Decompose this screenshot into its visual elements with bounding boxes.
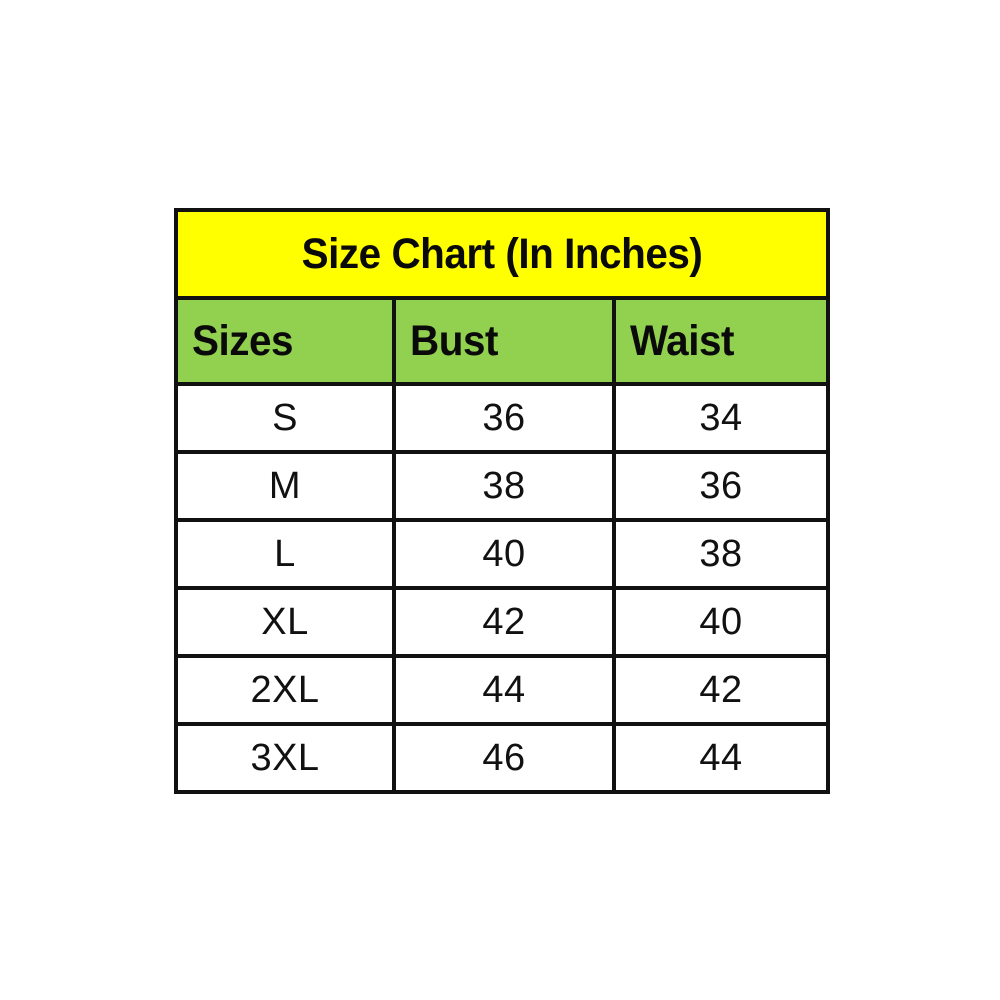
cell-waist: 42 — [614, 656, 829, 726]
cell-bust: 42 — [394, 588, 616, 658]
cell-waist: 40 — [614, 588, 829, 658]
cell-bust: 40 — [394, 520, 616, 590]
column-header-sizes: Sizes — [176, 298, 396, 386]
table-row: L 40 38 — [176, 520, 829, 590]
table-title-cell: Size Chart (In Inches) — [176, 210, 829, 300]
size-chart-table: Size Chart (In Inches) Sizes Bust Waist … — [174, 208, 831, 794]
cell-waist: 38 — [614, 520, 829, 590]
table-header-row: Sizes Bust Waist — [176, 298, 829, 386]
column-header-sizes-label: Sizes — [192, 316, 294, 365]
table-row: 3XL 46 44 — [176, 724, 829, 792]
cell-waist: 36 — [614, 452, 829, 522]
column-header-waist: Waist — [614, 298, 829, 386]
cell-size: S — [176, 384, 396, 454]
cell-size: L — [176, 520, 396, 590]
table-row: XL 42 40 — [176, 588, 829, 658]
table-title-row: Size Chart (In Inches) — [176, 210, 829, 300]
table-row: M 38 36 — [176, 452, 829, 522]
cell-size: 2XL — [176, 656, 396, 726]
cell-bust: 38 — [394, 452, 616, 522]
table-row: S 36 34 — [176, 384, 829, 454]
cell-size: XL — [176, 588, 396, 658]
column-header-bust-label: Bust — [410, 316, 498, 365]
table-row: 2XL 44 42 — [176, 656, 829, 726]
cell-bust: 36 — [394, 384, 616, 454]
page-title: Size Chart (In Inches) — [301, 229, 703, 278]
cell-bust: 46 — [394, 724, 616, 792]
cell-size: M — [176, 452, 396, 522]
table-body: S 36 34 M 38 36 L 40 38 XL 42 40 2XL 44 — [176, 384, 829, 792]
column-header-bust: Bust — [394, 298, 616, 386]
cell-waist: 44 — [614, 724, 829, 792]
cell-waist: 34 — [614, 384, 829, 454]
cell-size: 3XL — [176, 724, 396, 792]
cell-bust: 44 — [394, 656, 616, 726]
column-header-waist-label: Waist — [630, 316, 734, 365]
